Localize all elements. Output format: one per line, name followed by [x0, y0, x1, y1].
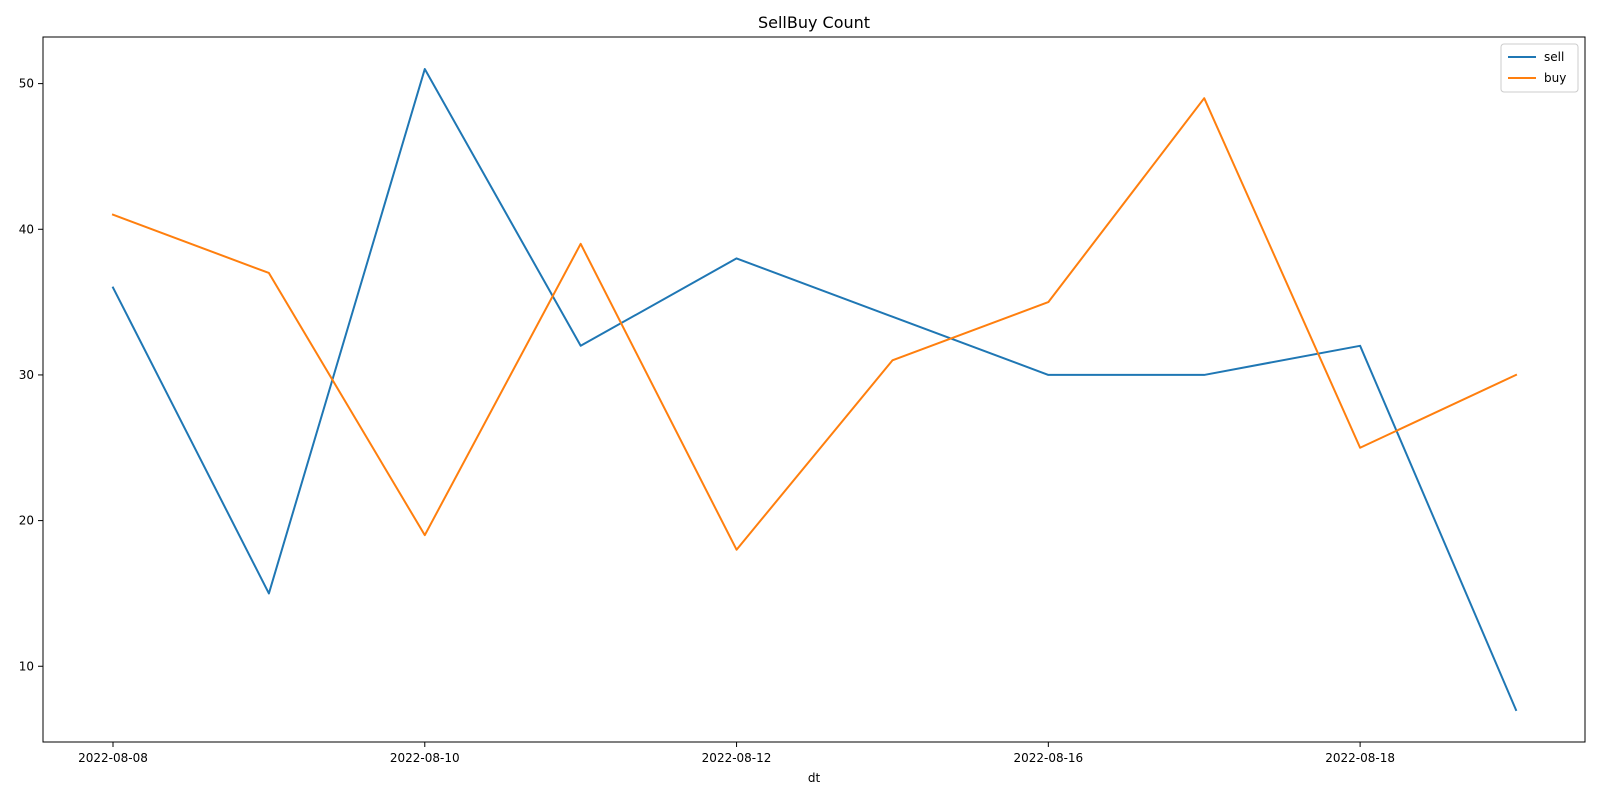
y-tick-label: 20 [19, 514, 34, 528]
x-tick-label: 2022-08-10 [390, 751, 460, 765]
plot-frame [42, 36, 1586, 743]
x-tick-label: 2022-08-16 [1013, 751, 1083, 765]
legend-label-sell: sell [1544, 50, 1564, 64]
x-tick-label: 2022-08-12 [702, 751, 772, 765]
series-line-sell [111, 68, 1518, 712]
x-tick-label: 2022-08-08 [78, 751, 148, 765]
x-axis-label: dt [808, 771, 821, 785]
legend: sell buy [1500, 43, 1579, 93]
plot-area: 10 20 30 40 50 2022-08-08 2022-08-10 2022-08-12… [19, 36, 1586, 765]
chart-title: SellBuy Count [758, 13, 870, 32]
y-tick-label: 40 [19, 222, 34, 236]
y-tick-label: 50 [19, 77, 34, 91]
series-line-buy [111, 97, 1518, 551]
y-tick-label: 10 [19, 659, 34, 673]
legend-label-buy: buy [1544, 71, 1566, 85]
y-tick-label: 30 [19, 368, 34, 382]
x-tick-label: 2022-08-18 [1325, 751, 1395, 765]
legend-box [1500, 43, 1579, 93]
